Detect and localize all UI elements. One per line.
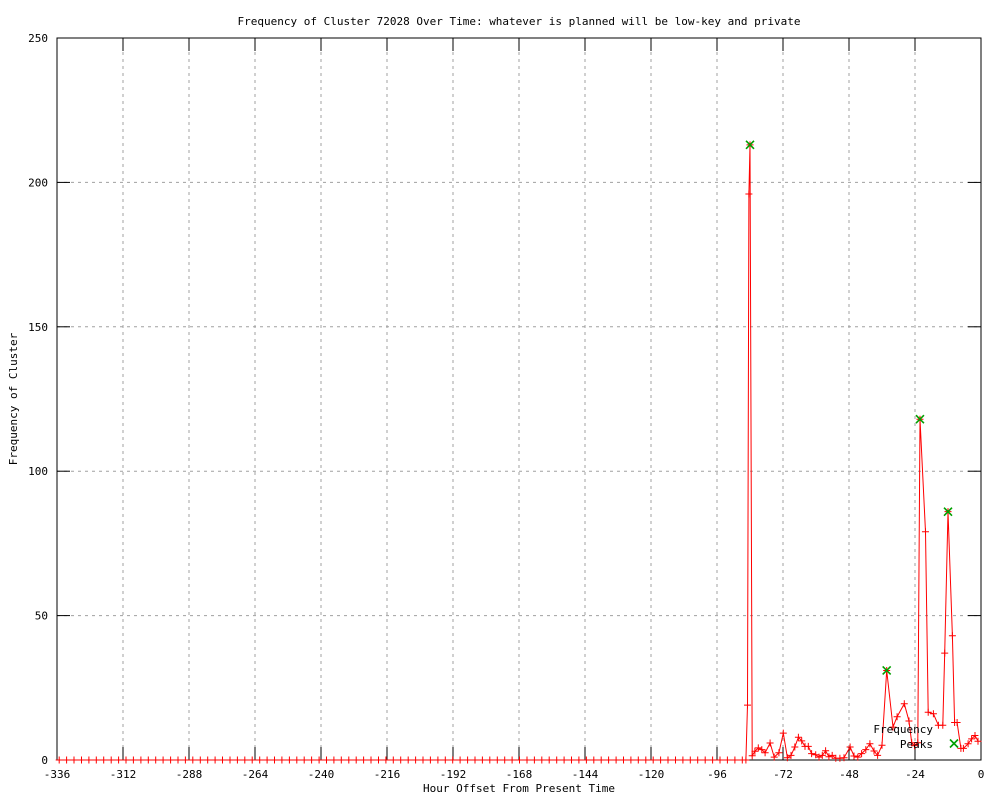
- legend-peaks-marker-icon: [949, 738, 959, 749]
- legend-label: Peaks: [900, 738, 933, 751]
- plot-border: [56, 37, 982, 761]
- svg-text:0: 0: [978, 768, 985, 781]
- series-frequency-markers: [55, 141, 982, 764]
- svg-text:-288: -288: [176, 768, 203, 781]
- svg-text:-264: -264: [242, 768, 269, 781]
- svg-text:50: 50: [35, 610, 48, 623]
- y-axis-label: Frequency of Cluster: [7, 332, 20, 465]
- svg-text:200: 200: [28, 176, 48, 189]
- svg-text:-96: -96: [707, 768, 727, 781]
- svg-text:-144: -144: [572, 768, 599, 781]
- legend: Frequency Peaks: [873, 723, 959, 751]
- svg-text:100: 100: [28, 465, 48, 478]
- svg-text:-24: -24: [905, 768, 925, 781]
- y-tick-labels: 0 50 100 150 200 250: [28, 32, 48, 767]
- x-tick-labels: -336 -312 -288 -264 -240 -216 -192 -168 -144 -120…: [44, 768, 985, 781]
- svg-text:-72: -72: [773, 768, 793, 781]
- svg-text:250: 250: [28, 32, 48, 45]
- svg-text:0: 0: [41, 754, 48, 767]
- gridlines: [57, 38, 981, 760]
- chart-title: Frequency of Cluster 72028 Over Time: wh…: [238, 15, 801, 28]
- svg-text:-336: -336: [44, 768, 71, 781]
- svg-text:-168: -168: [506, 768, 533, 781]
- svg-text:-48: -48: [839, 768, 859, 781]
- svg-text:150: 150: [28, 321, 48, 334]
- svg-text:-120: -120: [638, 768, 665, 781]
- svg-text:-240: -240: [308, 768, 335, 781]
- svg-text:-216: -216: [374, 768, 401, 781]
- svg-text:-312: -312: [110, 768, 137, 781]
- svg-text:-192: -192: [440, 768, 467, 781]
- axis-ticks: [56, 37, 982, 761]
- series-peaks-markers: [745, 140, 953, 676]
- x-axis-label: Hour Offset From Present Time: [423, 782, 615, 795]
- legend-label: Frequency: [873, 723, 933, 736]
